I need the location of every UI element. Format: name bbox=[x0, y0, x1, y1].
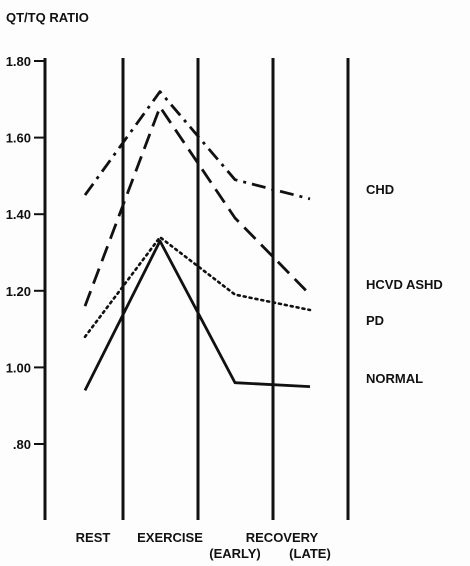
y-tick-label-0: 1.80 bbox=[6, 54, 31, 69]
y-tick-label-1: 1.60 bbox=[6, 131, 31, 146]
y-axis: 1.80 1.60 1.40 1.20 1.00 .80 bbox=[6, 54, 46, 452]
x-sublabel-3: (LATE) bbox=[289, 546, 331, 561]
y-tick-label-3: 1.20 bbox=[6, 284, 31, 299]
x-label-0: REST bbox=[76, 530, 111, 545]
x-label-2: RECOVERY bbox=[246, 530, 319, 545]
series-labels: CHD HCVD ASHD PD NORMAL bbox=[366, 182, 443, 386]
series-label-2: PD bbox=[366, 313, 384, 328]
series-line-normal bbox=[83, 239, 311, 392]
y-tick-label-2: 1.40 bbox=[6, 207, 31, 222]
series-label-3: NORMAL bbox=[366, 371, 423, 386]
series-line-hcvd-ashd bbox=[83, 105, 312, 307]
y-axis-label: QT/TQ RATIO bbox=[6, 10, 89, 25]
series-line-chd bbox=[83, 90, 311, 201]
x-axis-labels: REST EXERCISE RECOVERY(EARLY) (LATE) bbox=[76, 530, 331, 561]
series-label-0: CHD bbox=[366, 182, 394, 197]
y-tick-label-5: .80 bbox=[13, 437, 31, 452]
x-sublabel-2: (EARLY) bbox=[209, 546, 261, 561]
series-line-pd bbox=[83, 235, 312, 339]
x-label-1: EXERCISE bbox=[137, 530, 203, 545]
y-tick-label-4: 1.00 bbox=[6, 360, 31, 375]
column-dividers bbox=[43, 58, 350, 520]
series-label-1: HCVD ASHD bbox=[366, 277, 443, 292]
series-lines bbox=[83, 90, 312, 392]
